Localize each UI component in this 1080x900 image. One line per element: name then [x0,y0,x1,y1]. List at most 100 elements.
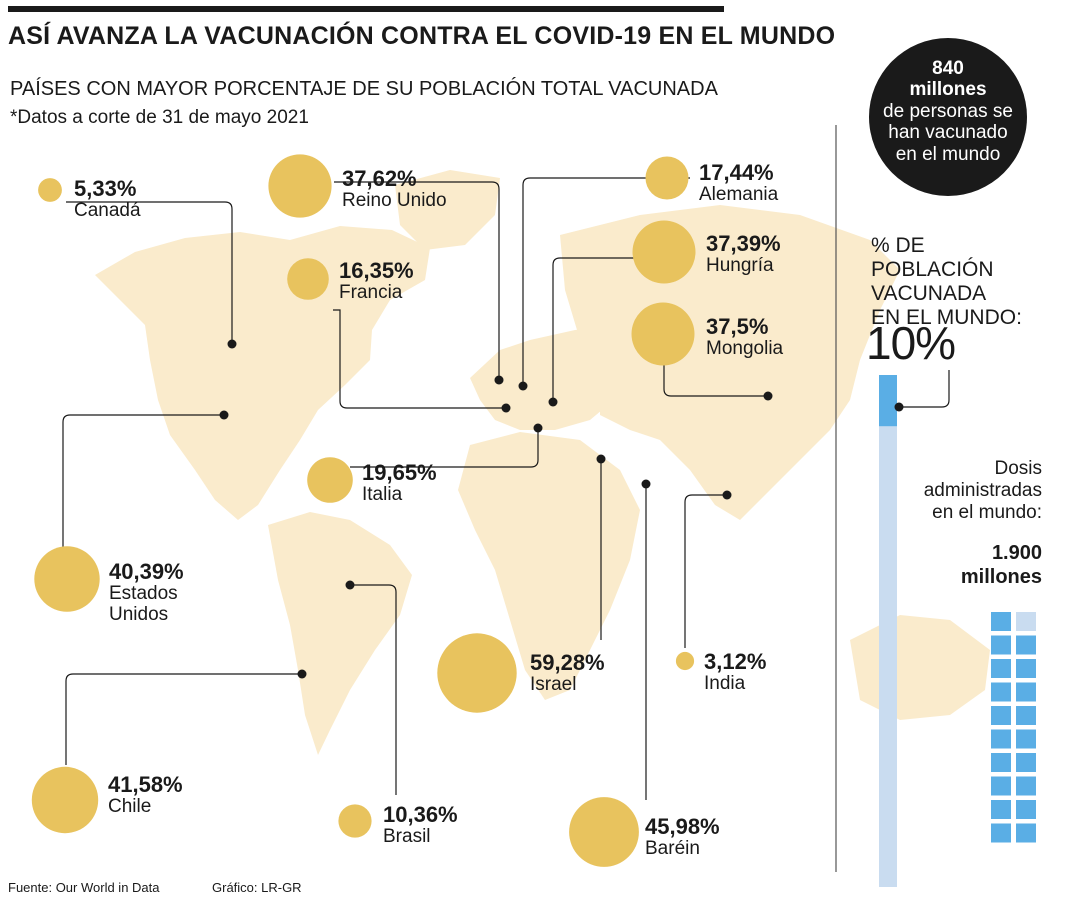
location-dot-israel [596,454,606,464]
bubble-brasil [338,804,372,838]
leader-line-chile [65,673,302,765]
name-chile: Chile [108,796,152,818]
pct-hungria: 37,39% [706,231,781,256]
dose-icon-cell [991,753,1011,772]
global-vaccinated-desc-1: de personas se [883,100,1013,122]
country-label-canada: 5,33% Canadá [74,176,141,222]
bubble-estados-unidos [34,546,100,612]
country-label-francia: 16,35% Francia [339,258,414,304]
bubble-italia [307,457,353,503]
dose-icon-cell [991,729,1011,749]
leader-line-global-pct [899,370,950,408]
leader-line-francia [333,309,506,409]
dose-icon-cell [991,635,1011,655]
name-alemania: Alemania [699,184,779,206]
name-mongolia: Mongolia [706,338,784,360]
location-dot-barein [641,479,651,489]
location-dot-italia [533,423,543,433]
vaccination-bar-fill [879,375,897,427]
bubble-alemania [645,156,689,200]
name-italia: Italia [362,484,403,506]
global-vaccinated-number: 840 [932,58,964,79]
pct-canada: 5,33% [74,176,137,201]
global-vaccinated-desc-2: han vacunado [888,122,1008,144]
south-america-shape [268,512,412,755]
dose-icon-cell [1016,776,1036,796]
pct-mongolia: 37,5% [706,314,769,339]
country-label-mongolia: 37,5% Mongolia [706,314,784,360]
bubble-chile [31,766,99,834]
global-pct-label-4: EN EL MUNDO: [871,306,1022,330]
location-dot-chile [297,669,307,679]
name-israel: Israel [530,674,577,696]
location-dot-mongolia [763,391,773,401]
doses-value-1: 1.900 [991,542,1042,564]
country-label-barein: 45,98% Baréin [645,814,720,860]
bubble-hungría [632,220,696,284]
dose-icon-cell [991,612,1011,631]
dose-icon-cell [991,659,1011,678]
country-label-hungria: 37,39% Hungría [706,231,781,277]
doses-label-2: administradas [923,479,1042,501]
dose-icon-cell [991,823,1011,843]
name-brasil: Brasil [383,826,431,848]
dose-icon-cell [1016,706,1036,725]
bubble-canadá [38,178,62,202]
country-label-israel: 59,28% Israel [530,650,605,696]
location-dot-canada [227,339,237,349]
name-usa-line1: Estados [109,583,178,605]
africa-shape [458,432,640,700]
bubble-reino-unido [268,154,332,218]
name-india: India [704,673,746,695]
global-vaccinated-unit: millones [909,79,987,101]
page-title: ASÍ AVANZA LA VACUNACIÓN CONTRA EL COVID… [8,22,836,50]
pct-barein: 45,98% [645,814,720,839]
dose-icon-cell [1016,659,1036,678]
global-pct-label-1: % DE [871,234,925,257]
dose-icon-cell [991,682,1011,702]
leader-line-alemania [522,177,690,386]
name-francia: Francia [339,282,403,304]
doses-label-1: Dosis [994,458,1042,479]
global-vaccinated-desc-3: en el mundo [895,143,1001,165]
name-reino-unido: Reino Unido [342,190,447,212]
dose-icon-cell [1016,682,1036,702]
location-dot-alemania [518,381,528,391]
australia-shape [850,615,990,720]
pct-alemania: 17,44% [699,160,774,185]
location-dot-brasil [345,580,355,590]
location-dot-francia [501,403,511,413]
global-pct-label-3: VACUNADA [871,282,987,306]
vaccination-bar-track [879,375,897,887]
north-america-shape [95,226,430,520]
dose-icon-cell [1016,635,1036,655]
location-dot-india [722,490,732,500]
country-label-chile: 41,58% Chile [108,772,183,818]
location-dot-reino-unido [494,375,504,385]
dose-icon-cell [1016,823,1036,843]
leader-line-reino-unido [334,181,500,380]
dose-icon-cell [1016,800,1036,819]
bubble-mongolia [631,302,695,366]
dose-icon-cell [991,776,1011,796]
doses-label: Dosis administradas en el mundo: [924,458,1042,524]
location-dot-global-pct [894,402,904,412]
name-usa-line2: Unidos [109,604,169,626]
pct-italia: 19,65% [362,460,437,485]
name-barein: Baréin [645,838,700,860]
leader-line-india [684,494,727,648]
greenland-shape [395,170,500,250]
global-vaccinated-circle: 840 millones de personas se han vacunado… [869,38,1027,196]
doses-value: 1.900 millones [961,541,1042,589]
dose-icon-cell [991,800,1011,819]
name-canada: Canadá [74,200,141,222]
country-label-brasil: 10,36% Brasil [383,802,458,848]
doses-value-2: millones [960,566,1042,588]
graphic-credit: Gráfico: LR-GR [212,880,302,895]
country-label-usa: 40,39% Estados Unidos [109,559,184,626]
bubble-francia [287,258,329,300]
pct-reino-unido: 37,62% [342,166,417,191]
leader-line-usa [62,414,224,550]
dose-icon-cell [1016,729,1036,749]
